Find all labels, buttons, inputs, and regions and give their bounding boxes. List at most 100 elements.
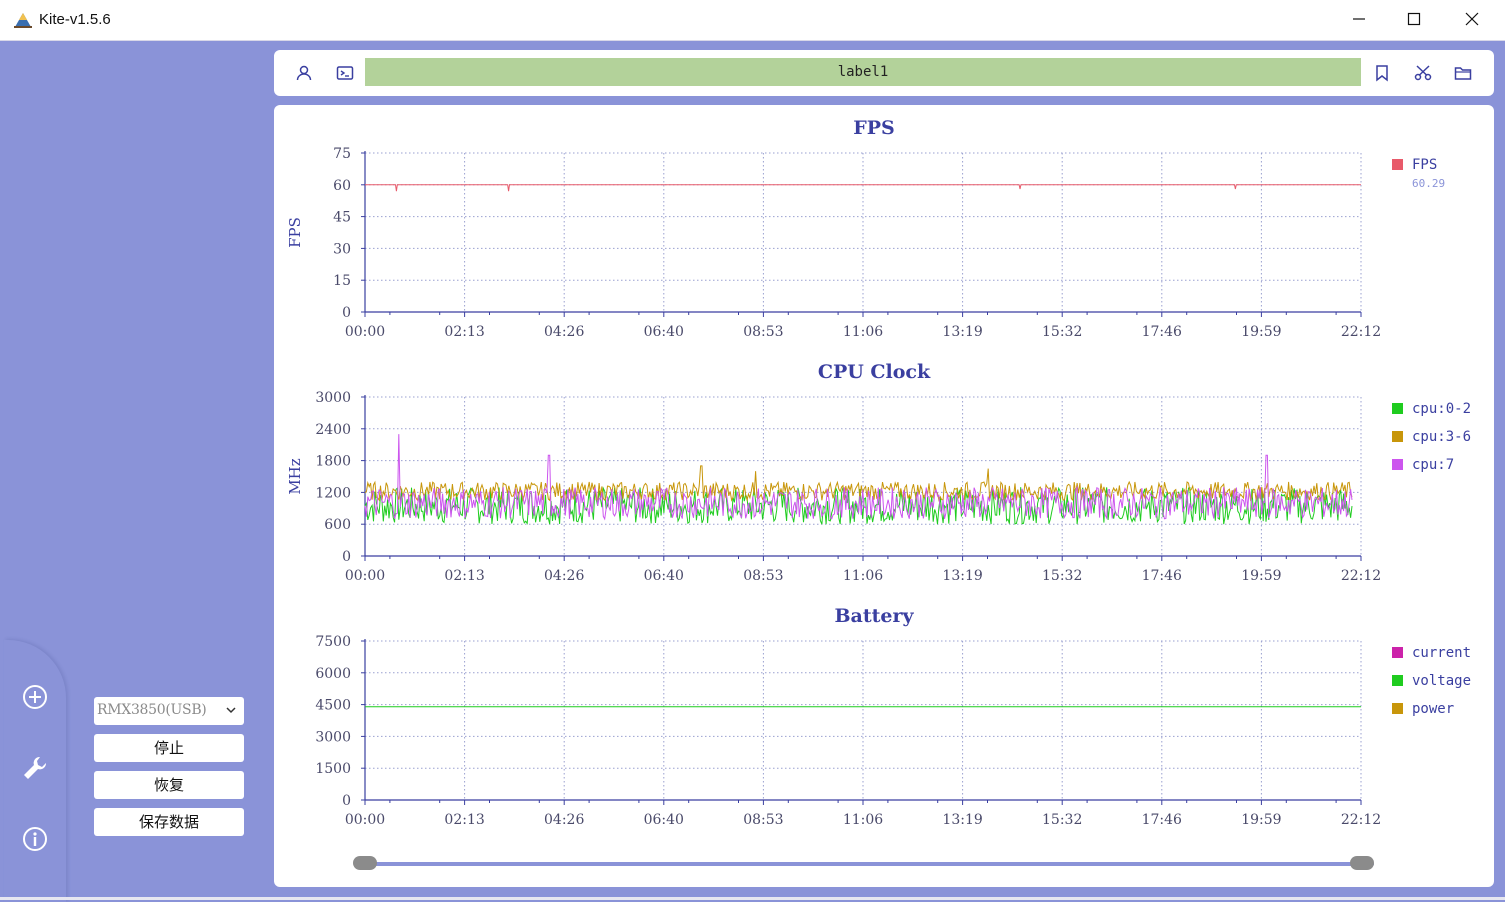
x-tick-label: 06:40: [644, 568, 684, 584]
x-tick-label: 19:59: [1241, 812, 1281, 828]
x-tick-label: 02:13: [444, 324, 484, 340]
x-tick-label: 04:26: [544, 568, 584, 584]
legend-label: power: [1412, 701, 1454, 717]
info-icon[interactable]: [21, 825, 49, 853]
y-tick-label: 6000: [315, 666, 351, 682]
x-tick-label: 17:46: [1142, 568, 1182, 584]
x-tick-label: 08:53: [743, 324, 783, 340]
x-tick-label: 19:59: [1241, 568, 1281, 584]
y-tick-label: 2400: [315, 422, 351, 438]
chart-title: FPS: [853, 117, 895, 139]
y-tick-label: 600: [324, 517, 351, 533]
legend-swatch: [1392, 459, 1403, 470]
y-tick-label: 1200: [315, 485, 351, 501]
device-select[interactable]: RMX3850(USB): [94, 697, 244, 725]
y-tick-label: 0: [342, 549, 351, 565]
charts-canvas: FPS FPS 0 15 30 45 60 75 00:00 02:13 04:26 06:40 08:…: [286, 117, 1471, 828]
maximize-button[interactable]: [1392, 4, 1438, 36]
legend-swatch: [1392, 647, 1403, 658]
wrench-icon[interactable]: [21, 754, 49, 782]
x-tick-label: 13:19: [942, 324, 982, 340]
x-tick-label: 11:06: [843, 812, 883, 828]
x-tick-label: 02:13: [444, 812, 484, 828]
y-tick-label: 3000: [315, 390, 351, 406]
x-tick-label: 06:40: [644, 324, 684, 340]
sidebar: [4, 640, 66, 902]
x-tick-label: 06:40: [644, 812, 684, 828]
user-icon[interactable]: [295, 64, 313, 82]
scissors-icon[interactable]: [1414, 64, 1432, 82]
legend-value: 60.29: [1412, 177, 1445, 190]
x-tick-label: 08:53: [743, 812, 783, 828]
range-end-handle[interactable]: [1350, 856, 1374, 870]
chevron-down-icon: [226, 707, 236, 714]
x-tick-label: 04:26: [544, 812, 584, 828]
resume-button[interactable]: 恢复: [94, 771, 244, 799]
x-tick-label: 17:46: [1142, 812, 1182, 828]
window-title: Kite-v1.5.6: [39, 11, 111, 28]
y-axis-label: FPS: [286, 217, 304, 248]
y-tick-label: 60: [333, 178, 351, 194]
legend-swatch: [1392, 159, 1403, 170]
series-line-cpu-3-6: [364, 465, 1353, 502]
y-tick-label: 75: [333, 146, 351, 162]
close-button[interactable]: [1450, 4, 1496, 36]
series-line-cpu-7: [364, 434, 1353, 521]
legend-label: cpu:3-6: [1412, 429, 1471, 445]
y-tick-label: 1500: [315, 761, 351, 777]
y-tick-label: 15: [333, 273, 351, 289]
kite-app-icon: [14, 13, 32, 28]
y-tick-label: 3000: [315, 729, 351, 745]
legend-label: cpu:7: [1412, 457, 1454, 473]
x-tick-label: 15:32: [1042, 568, 1082, 584]
x-tick-label: 22:12: [1341, 568, 1381, 584]
minimize-icon: [1353, 18, 1365, 20]
x-tick-label: 15:32: [1042, 812, 1082, 828]
x-tick-label: 13:19: [942, 812, 982, 828]
legend-label: voltage: [1412, 673, 1471, 689]
x-tick-label: 00:00: [345, 812, 385, 828]
y-axis-label: MHz: [286, 458, 304, 494]
add-circle-icon[interactable]: [21, 683, 49, 711]
folder-icon[interactable]: [1454, 64, 1472, 82]
x-tick-label: 13:19: [942, 568, 982, 584]
x-tick-label: 15:32: [1042, 324, 1082, 340]
taskbar-strip: [0, 897, 1505, 900]
y-tick-label: 30: [333, 241, 351, 257]
save-data-button[interactable]: 保存数据: [94, 808, 244, 836]
x-tick-label: 19:59: [1241, 324, 1281, 340]
y-tick-label: 4500: [315, 698, 351, 714]
session-label[interactable]: label1: [365, 58, 1361, 86]
chart-title: Battery: [834, 605, 914, 627]
y-tick-label: 45: [333, 210, 351, 226]
stop-button[interactable]: 停止: [94, 734, 244, 762]
title-bar: Kite-v1.5.6: [0, 0, 1505, 41]
minimize-button[interactable]: [1337, 4, 1383, 36]
range-start-handle[interactable]: [353, 856, 377, 870]
x-tick-label: 22:12: [1341, 812, 1381, 828]
legend-swatch: [1392, 431, 1403, 442]
x-tick-label: 17:46: [1142, 324, 1182, 340]
series-line-FPS: [365, 184, 1361, 192]
legend-label: FPS: [1412, 157, 1437, 173]
x-tick-label: 11:06: [843, 568, 883, 584]
legend-swatch: [1392, 703, 1403, 714]
maximize-icon: [1407, 12, 1421, 26]
legend-label: cpu:0-2: [1412, 401, 1471, 417]
x-tick-label: 22:12: [1341, 324, 1381, 340]
chart-title: CPU Clock: [818, 361, 931, 383]
time-range-slider[interactable]: [364, 862, 1374, 866]
toolbar: label1: [274, 50, 1494, 96]
legend-swatch: [1392, 675, 1403, 686]
x-tick-label: 00:00: [345, 568, 385, 584]
y-tick-label: 7500: [315, 634, 351, 650]
bookmark-icon[interactable]: [1373, 64, 1391, 82]
x-tick-label: 11:06: [843, 324, 883, 340]
y-tick-label: 0: [342, 305, 351, 321]
close-icon: [1465, 12, 1479, 26]
x-tick-label: 08:53: [743, 568, 783, 584]
terminal-icon[interactable]: [336, 64, 354, 82]
device-select-value: RMX3850(USB): [97, 702, 207, 718]
legend-swatch: [1392, 403, 1403, 414]
y-tick-label: 0: [342, 793, 351, 809]
